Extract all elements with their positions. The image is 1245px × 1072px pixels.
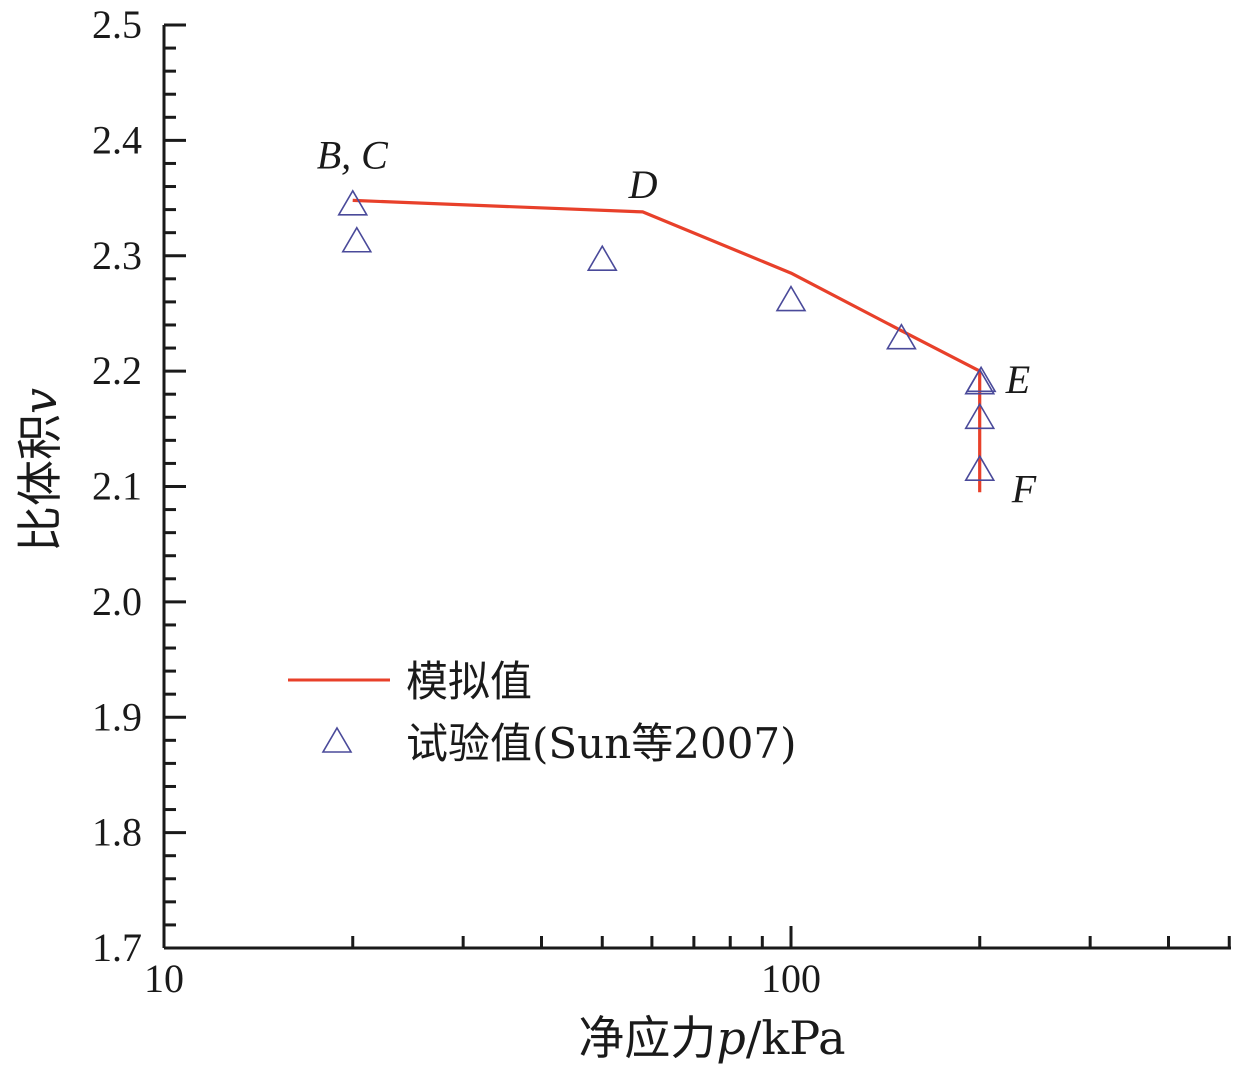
- experimental-point-triangle: [964, 402, 996, 430]
- experimental-point-triangle: [341, 226, 373, 253]
- experimental-point-triangle: [965, 365, 997, 393]
- experimental-point-triangle: [964, 454, 996, 481]
- point-label: E: [1005, 357, 1030, 402]
- plot-area: 1.7 1.8 1.9 2.0 2.1 2.2 2.3 2.4 2.5 10 100 B, C D E…: [92, 2, 1231, 1001]
- point-label: F: [1011, 466, 1037, 511]
- y-tick-label: 1.8: [92, 810, 142, 855]
- x-tick-label: 100: [761, 956, 821, 1001]
- x-ticks: 10 100: [144, 926, 1231, 1001]
- y-tick-label: 2.1: [92, 464, 142, 509]
- x-axis-title-unit: /kPa: [746, 1011, 846, 1065]
- y-tick-label: 1.9: [92, 694, 142, 739]
- legend-triangle-swatch: [321, 726, 353, 753]
- x-axis-title-var: p: [716, 1011, 745, 1065]
- x-axis-title: 净应力p/kPa: [578, 1011, 845, 1065]
- point-label: B, C: [317, 132, 389, 177]
- legend-label-simulated: 模拟值: [406, 657, 532, 706]
- experimental-point-triangle: [586, 244, 618, 272]
- y-tick-label: 2.4: [92, 117, 142, 162]
- y-ticks: 1.7 1.8 1.9 2.0 2.1 2.2 2.3 2.4 2.5: [92, 2, 186, 970]
- experimental-point-triangle: [886, 323, 917, 350]
- series-layer: [337, 189, 997, 493]
- y-axis-title: 比体积v: [13, 388, 67, 552]
- y-tick-label: 2.5: [92, 2, 142, 47]
- x-axis-title-text: 净应力: [578, 1011, 716, 1065]
- annotation-layer: B, C D E F: [317, 132, 1037, 511]
- y-tick-label: 2.2: [92, 348, 142, 393]
- y-tick-label: 1.7: [92, 925, 142, 970]
- experimental-point-triangle: [337, 189, 369, 216]
- legend-label-experimental: 试验值(Sun等2007): [406, 719, 797, 768]
- x-tick-label: 10: [144, 956, 184, 1001]
- y-axis-title-text: 比体积: [13, 414, 67, 552]
- experimental-point-triangle: [775, 285, 807, 312]
- y-tick-label: 2.0: [92, 579, 142, 624]
- point-label: D: [628, 162, 658, 207]
- y-axis-title-var: v: [13, 388, 67, 414]
- simulated-series-line: [352, 198, 982, 493]
- y-tick-label: 2.3: [92, 233, 142, 278]
- legend: 模拟值 试验值(Sun等2007): [288, 657, 797, 768]
